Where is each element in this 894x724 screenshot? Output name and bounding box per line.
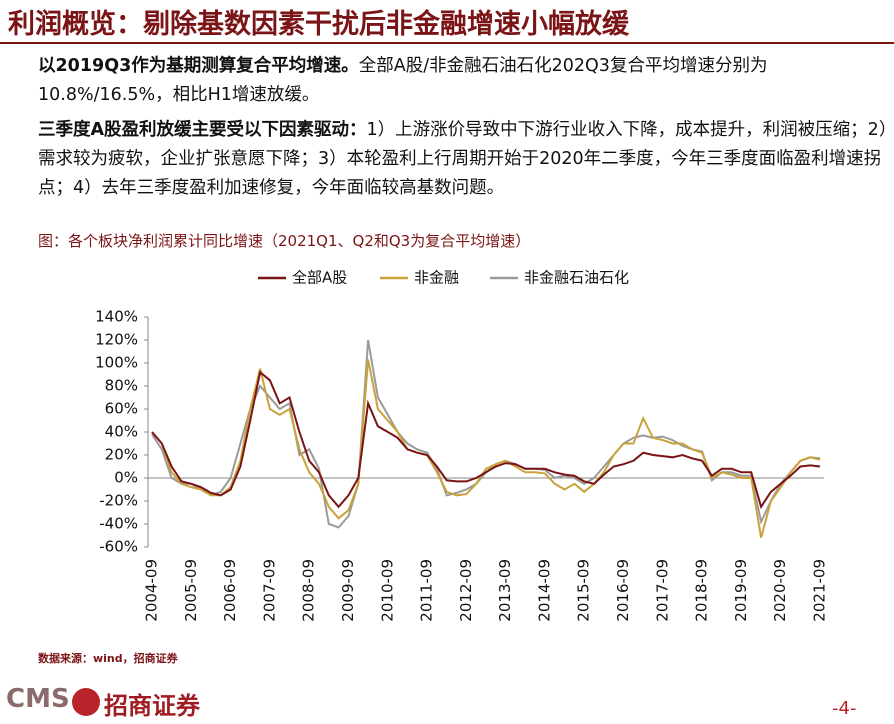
legend-label: 全部A股 [292, 269, 347, 287]
x-tick-label: 2008-09 [300, 559, 318, 622]
chart-title: 图：各个板块净利润累计同比增速（2021Q1、Q2和Q3为复合平均增速） [38, 232, 531, 250]
x-tick-label: 2017-09 [653, 559, 671, 622]
y-tick-label: 0% [114, 469, 138, 487]
y-tick-label: 100% [95, 354, 138, 372]
source: 数据来源：wind，招商证券 [38, 652, 178, 665]
y-tick-label: 140% [95, 308, 138, 326]
x-tick-label: 2018-09 [693, 559, 711, 622]
y-tick-label: -60% [99, 538, 138, 556]
y-tick-label: 120% [95, 331, 138, 349]
logo [72, 688, 100, 716]
x-tick-label: 2016-09 [614, 559, 632, 622]
x-tick-label: 2009-09 [339, 559, 357, 622]
x-tick-label: 2019-09 [732, 559, 750, 622]
x-tick-label: 2005-09 [182, 559, 200, 622]
paragraph-lead: 三季度A股盈利放缓主要受以下因素驱动： [38, 120, 367, 140]
paragraph: 以2019Q3作为基期测算复合平均增速。全部A股/非金融石油石化202Q3复合平… [38, 52, 888, 110]
slide-title: 利润概览：剔除基数因素干扰后非金融增速小幅放缓 [8, 9, 629, 40]
title-rule [0, 42, 894, 44]
x-tick-label: 2004-09 [143, 559, 161, 622]
y-tick-label: 20% [105, 446, 138, 464]
page-number: -4- [832, 698, 857, 719]
legend-label: 非金融 [414, 269, 459, 287]
y-tick-label: 60% [105, 400, 138, 418]
legend-label: 非金融石油石化 [524, 269, 629, 287]
company: 招商证券 [104, 692, 200, 720]
y-tick-label: -40% [99, 515, 138, 533]
x-tick-label: 2020-09 [771, 559, 789, 622]
series-line [151, 359, 821, 539]
x-tick-label: 2021-09 [811, 559, 829, 622]
x-tick-label: 2015-09 [575, 559, 593, 622]
paragraph-text: 全部A股/非金融石油石化202Q3复合平均增速分别为10.8%/16.5%，相比… [38, 56, 768, 105]
x-tick-label: 2011-09 [418, 559, 436, 622]
y-tick-label: 80% [105, 377, 138, 395]
x-tick-label: 2010-09 [378, 559, 396, 622]
x-tick-label: 2012-09 [457, 559, 475, 622]
y-tick-label: -20% [99, 492, 138, 510]
paragraph: 三季度A股盈利放缓主要受以下因素驱动：1）上游涨价导致中下游行业收入下降，成本提… [38, 116, 888, 203]
x-tick-label: 2007-09 [260, 559, 278, 622]
x-tick-label: 2013-09 [496, 559, 514, 622]
paragraph-lead: 以2019Q3作为基期测算复合平均增速。 [38, 56, 359, 76]
paragraph-text: 1）上游涨价导致中下游行业收入下降，成本提升，利润被压缩；2）需求较为疲软，企业… [38, 120, 888, 198]
series-line [151, 339, 821, 529]
x-tick-label: 2014-09 [535, 559, 553, 622]
brand: CMS [6, 684, 70, 714]
series-line [151, 370, 821, 510]
x-tick-label: 2006-09 [221, 559, 239, 622]
y-tick-label: 40% [105, 423, 138, 441]
